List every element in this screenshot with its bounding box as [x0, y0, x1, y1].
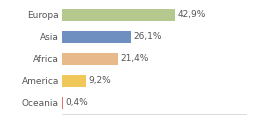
- Text: 9,2%: 9,2%: [88, 76, 111, 85]
- Text: 21,4%: 21,4%: [121, 54, 149, 63]
- Text: 42,9%: 42,9%: [178, 10, 206, 19]
- Text: 0,4%: 0,4%: [65, 98, 88, 108]
- Bar: [62, 53, 118, 65]
- Bar: [62, 31, 130, 43]
- Bar: [62, 9, 175, 21]
- Bar: [62, 75, 86, 87]
- Bar: [62, 97, 63, 109]
- Text: 26,1%: 26,1%: [133, 32, 162, 41]
